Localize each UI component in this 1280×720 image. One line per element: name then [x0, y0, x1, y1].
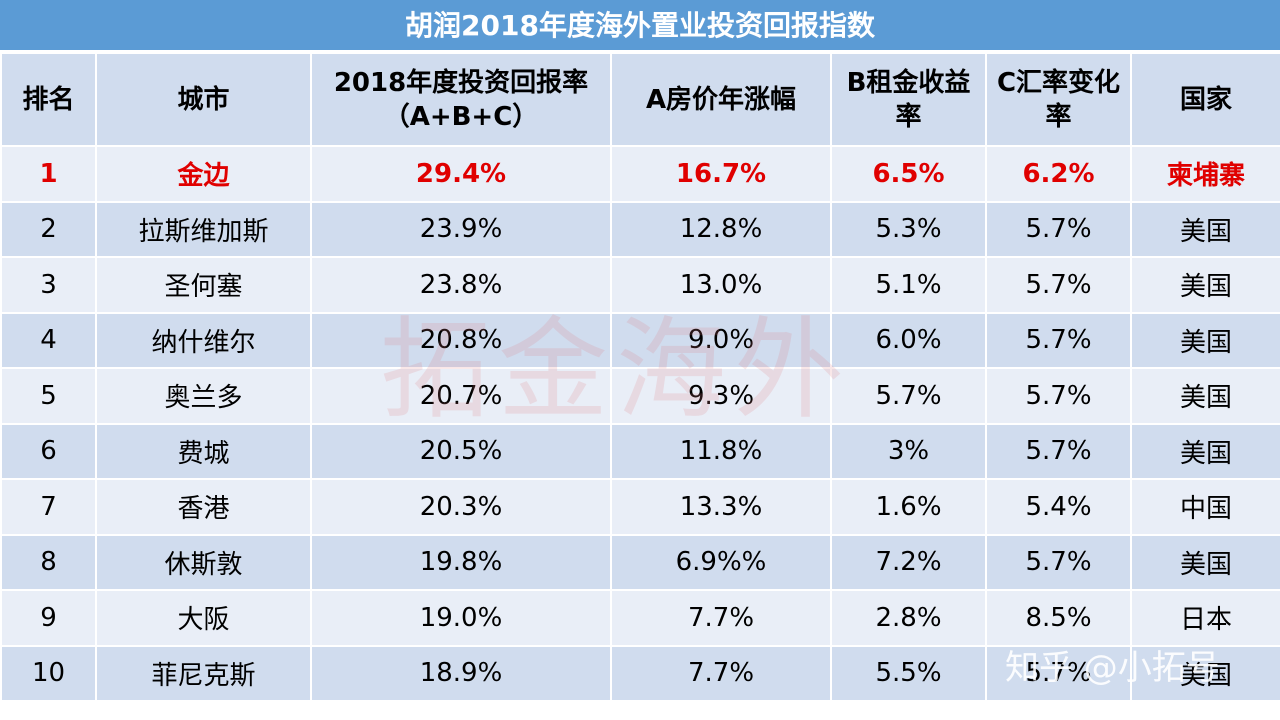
table-cell: 5.7% [985, 422, 1132, 480]
table-cell: 2.8% [830, 589, 987, 647]
table-cell: 5.7% [985, 644, 1132, 702]
table-cell: 6.9%% [610, 533, 832, 591]
table-cell: 日本 [1130, 589, 1280, 647]
table-cell: 美国 [1130, 200, 1280, 258]
table-cell: 20.7% [310, 367, 612, 425]
table-cell: 6.5% [830, 145, 987, 203]
table-row: 6 费城 20.5% 11.8% 3% 5.7% 美国 [0, 422, 1280, 480]
table-cell: 9.0% [610, 311, 832, 369]
table-cell: 柬埔寨 [1130, 145, 1280, 203]
table-title: 胡润2018年度海外置业投资回报指数 [0, 0, 1280, 52]
table-row: 5 奥兰多 20.7% 9.3% 5.7% 5.7% 美国 [0, 367, 1280, 425]
table-cell: 香港 [95, 478, 312, 536]
table-cell: 5.7% [985, 200, 1132, 258]
table-row: 9 大阪 19.0% 7.7% 2.8% 8.5% 日本 [0, 589, 1280, 647]
table-cell: 奥兰多 [95, 367, 312, 425]
table-cell: 5.1% [830, 256, 987, 314]
table-row: 3 圣何塞 23.8% 13.0% 5.1% 5.7% 美国 [0, 256, 1280, 314]
column-header: 城市 [95, 52, 312, 147]
table-cell: 8.5% [985, 589, 1132, 647]
table-cell: 3% [830, 422, 987, 480]
table-cell: 23.8% [310, 256, 612, 314]
table-cell: 5.4% [985, 478, 1132, 536]
column-header: C汇率变化率 [985, 52, 1132, 147]
table-cell: 休斯敦 [95, 533, 312, 591]
table-cell: 大阪 [95, 589, 312, 647]
table-cell: 美国 [1130, 644, 1280, 702]
table-cell: 2 [0, 200, 97, 258]
table-cell: 5.7% [985, 311, 1132, 369]
table-cell: 10 [0, 644, 97, 702]
table-cell: 13.0% [610, 256, 832, 314]
table-cell: 金边 [95, 145, 312, 203]
table-cell: 7.7% [610, 589, 832, 647]
table-cell: 美国 [1130, 422, 1280, 480]
column-header: 2018年度投资回报率（A+B+C） [310, 52, 612, 147]
table-cell: 13.3% [610, 478, 832, 536]
column-header: 国家 [1130, 52, 1280, 147]
table-cell: 中国 [1130, 478, 1280, 536]
column-header: A房价年涨幅 [610, 52, 832, 147]
table-cell: 费城 [95, 422, 312, 480]
table-cell: 1 [0, 145, 97, 203]
table-cell: 1.6% [830, 478, 987, 536]
table-row: 10 菲尼克斯 18.9% 7.7% 5.5% 5.7% 美国 [0, 644, 1280, 702]
table-cell: 11.8% [610, 422, 832, 480]
table-cell: 7 [0, 478, 97, 536]
table-cell: 19.8% [310, 533, 612, 591]
table-cell: 5 [0, 367, 97, 425]
table-cell: 圣何塞 [95, 256, 312, 314]
table-cell: 18.9% [310, 644, 612, 702]
table-cell: 3 [0, 256, 97, 314]
table-cell: 20.8% [310, 311, 612, 369]
table-cell: 菲尼克斯 [95, 644, 312, 702]
table-cell: 6.0% [830, 311, 987, 369]
table-cell: 5.7% [985, 256, 1132, 314]
table-cell: 5.5% [830, 644, 987, 702]
table-cell: 5.7% [985, 533, 1132, 591]
table-cell: 4 [0, 311, 97, 369]
table-cell: 9 [0, 589, 97, 647]
table-cell: 美国 [1130, 311, 1280, 369]
table-cell: 美国 [1130, 367, 1280, 425]
table-cell: 29.4% [310, 145, 612, 203]
table-row: 2 拉斯维加斯 23.9% 12.8% 5.3% 5.7% 美国 [0, 200, 1280, 258]
table-row: 1 金边 29.4% 16.7% 6.5% 6.2% 柬埔寨 [0, 145, 1280, 203]
table-cell: 19.0% [310, 589, 612, 647]
table-cell: 8 [0, 533, 97, 591]
column-header: 排名 [0, 52, 97, 147]
table-row: 7 香港 20.3% 13.3% 1.6% 5.4% 中国 [0, 478, 1280, 536]
column-header: B租金收益率 [830, 52, 987, 147]
table-cell: 5.7% [830, 367, 987, 425]
table-cell: 20.3% [310, 478, 612, 536]
table-cell: 纳什维尔 [95, 311, 312, 369]
table-cell: 7.7% [610, 644, 832, 702]
table-cell: 12.8% [610, 200, 832, 258]
header-row: 排名 城市 2018年度投资回报率（A+B+C） A房价年涨幅 B租金收益率 C汇率变化率… [0, 52, 1280, 147]
table-cell: 23.9% [310, 200, 612, 258]
table-cell: 5.7% [985, 367, 1132, 425]
ranking-table: 排名 城市 2018年度投资回报率（A+B+C） A房价年涨幅 B租金收益率 C汇率变化率… [0, 52, 1280, 702]
table-row: 4 纳什维尔 20.8% 9.0% 6.0% 5.7% 美国 [0, 311, 1280, 369]
table-cell: 5.3% [830, 200, 987, 258]
table-cell: 6.2% [985, 145, 1132, 203]
table-cell: 拉斯维加斯 [95, 200, 312, 258]
table-cell: 美国 [1130, 533, 1280, 591]
table-cell: 9.3% [610, 367, 832, 425]
table-cell: 7.2% [830, 533, 987, 591]
table-cell: 美国 [1130, 256, 1280, 314]
table-row: 8 休斯敦 19.8% 6.9%% 7.2% 5.7% 美国 [0, 533, 1280, 591]
table-cell: 6 [0, 422, 97, 480]
table-cell: 20.5% [310, 422, 612, 480]
table-cell: 16.7% [610, 145, 832, 203]
